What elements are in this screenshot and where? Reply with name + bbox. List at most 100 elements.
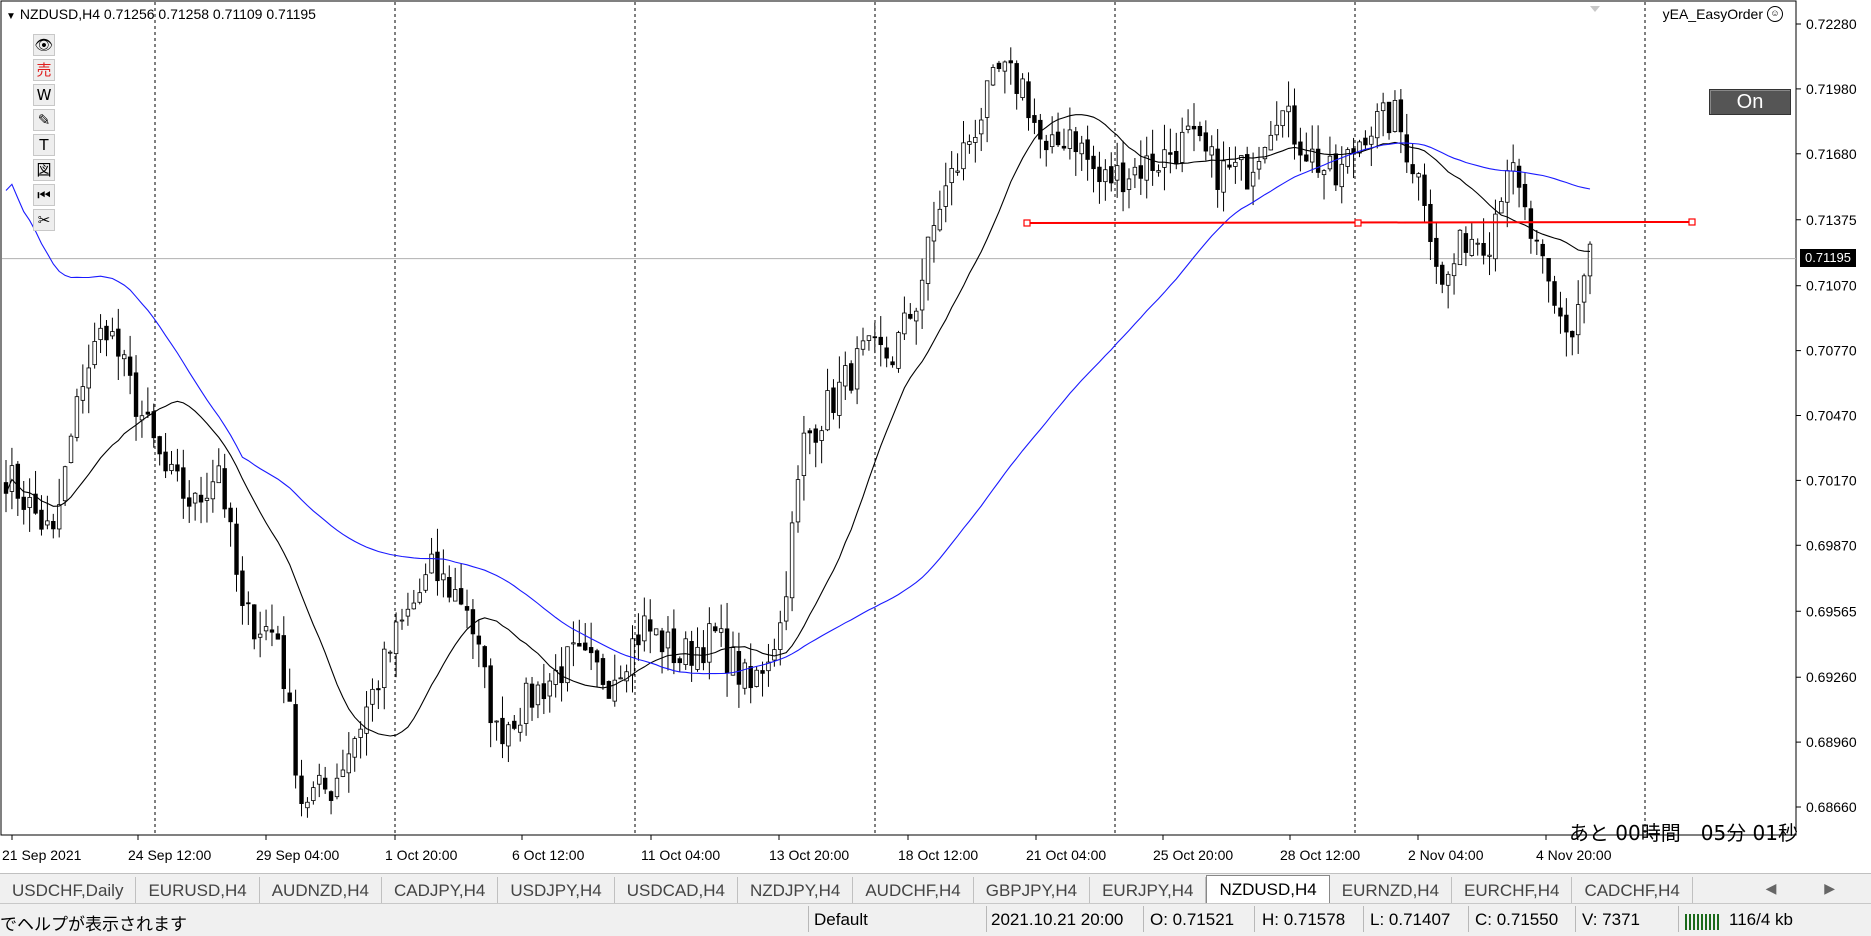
support-line-handle[interactable] [1354, 219, 1362, 227]
candle-body [541, 683, 547, 700]
tab-cadjpy-h4[interactable]: CADJPY,H4 [382, 877, 499, 904]
candle-body [1445, 273, 1451, 286]
tab-eurjpy-h4[interactable]: EURJPY,H4 [1090, 877, 1207, 904]
tab-audnzd-h4[interactable]: AUDNZD,H4 [260, 877, 383, 904]
candle-body [9, 465, 15, 492]
candle-body [766, 661, 771, 672]
candle-body [908, 313, 913, 319]
candle-body [1233, 161, 1238, 167]
status-traffic: 116/4 kb [1729, 910, 1793, 929]
candle-body [914, 310, 919, 322]
candle-body [1132, 166, 1138, 176]
candle-body [1487, 254, 1492, 257]
candle-body [1304, 154, 1309, 162]
tab-eurchf-h4[interactable]: EURCHF,H4 [1452, 877, 1573, 904]
tab-nzdusd-h4[interactable]: NZDUSD,H4 [1206, 875, 1330, 904]
price-chart[interactable]: 0.72280 0.71980 0.71680 0.71375 0.71070 0.707… [0, 0, 1871, 873]
x-tick-label: 1 Oct 20:00 [385, 847, 458, 863]
sell-icon[interactable]: 売 [33, 59, 55, 81]
tab-eurusd-h4[interactable]: EURUSD,H4 [136, 877, 260, 904]
candle-body [1587, 243, 1593, 277]
ea-on-button[interactable]: On [1709, 89, 1791, 115]
collapse-triangle-icon[interactable]: ▼ [6, 11, 16, 22]
candle-body [1575, 304, 1581, 336]
candle-body [866, 335, 872, 341]
chart-tabs: USDCHF,Daily EURUSD,H4 AUDNZD,H4 CADJPY,H4 U… [0, 873, 1871, 904]
y-tick-label: 0.69565 [1806, 603, 1857, 619]
support-line-handle[interactable] [1023, 219, 1031, 227]
tab-usdchf-daily[interactable]: USDCHF,Daily [0, 877, 137, 904]
candle-body [967, 141, 972, 145]
symbol-info: NZDUSD,H4 0.71256 0.71258 0.71109 0.7119… [19, 6, 316, 22]
tab-nzdjpy-h4[interactable]: NZDJPY,H4 [738, 877, 854, 904]
tab-scroll-arrows-icon[interactable]: ◀ ▶ [1765, 880, 1857, 896]
candle-body [819, 430, 824, 441]
candle-body [1315, 148, 1321, 173]
rewind-icon[interactable]: ⏮ [33, 184, 55, 206]
candle-body [246, 602, 251, 605]
candle-body [1120, 162, 1126, 193]
candle-body [795, 479, 801, 523]
candle-body [1162, 149, 1167, 168]
candle-body [843, 365, 848, 387]
candle-body [1044, 140, 1049, 151]
candle-body [458, 588, 464, 605]
tab-usdjpy-h4[interactable]: USDJPY,H4 [498, 877, 615, 904]
candle-body [1540, 243, 1545, 257]
pencil-icon[interactable]: ✎ [33, 109, 55, 131]
candle-body [931, 225, 937, 242]
scissors-icon[interactable]: ✂ [33, 209, 55, 231]
text-icon[interactable]: T [33, 134, 55, 156]
status-help: でヘルプが表示されます [0, 915, 187, 934]
connection-bars-icon[interactable] [1685, 910, 1721, 930]
candle-body [263, 626, 269, 632]
y-tick-label: 0.71070 [1806, 278, 1857, 294]
candle-body [1262, 147, 1268, 160]
candle-body [417, 592, 422, 603]
w-icon[interactable]: W [33, 84, 55, 106]
candle-body [1274, 124, 1279, 136]
candle-body [961, 142, 966, 170]
candle-body [51, 521, 56, 530]
status-separator [1575, 906, 1576, 932]
tab-audchf-h4[interactable]: AUDCHF,H4 [853, 877, 974, 904]
candle-body [902, 312, 907, 335]
candle-body [523, 682, 529, 724]
candle-body [163, 451, 168, 472]
support-line-handle[interactable] [1688, 218, 1696, 226]
candle-body [1014, 63, 1019, 94]
candle-body [1091, 155, 1096, 170]
candle-body [624, 671, 629, 682]
candle-body [671, 628, 677, 664]
candle-body [860, 340, 866, 350]
candle-body [452, 589, 458, 602]
tab-gbpjpy-h4[interactable]: GBPJPY,H4 [974, 877, 1091, 904]
x-tick-label: 21 Oct 04:00 [1026, 847, 1106, 863]
candle-body [151, 411, 156, 439]
tab-cadchf-h4[interactable]: CADCHF,H4 [1572, 877, 1693, 904]
chart-canvas[interactable]: 0.72280 0.71980 0.71680 0.71375 0.71070 0.707… [0, 0, 1871, 873]
candle-body [1250, 171, 1256, 187]
candle-body [518, 724, 523, 733]
candle-body [1055, 131, 1061, 146]
eye-icon[interactable]: 👁 [33, 34, 55, 56]
candle-body [476, 635, 482, 645]
x-tick-label: 29 Sep 04:00 [256, 847, 340, 863]
candle-body [1085, 139, 1090, 160]
candle-body [1280, 110, 1285, 127]
smiley-icon: ☺ [1767, 6, 1783, 22]
candle-body [1440, 264, 1445, 285]
candle-body [973, 136, 978, 143]
shape-icon[interactable]: 図 [33, 159, 55, 181]
status-separator [1468, 906, 1469, 932]
tab-usdcad-h4[interactable]: USDCAD,H4 [615, 877, 738, 904]
tab-eurnzd-h4[interactable]: EURNZD,H4 [1330, 877, 1453, 904]
candle-body [287, 692, 292, 702]
candle-body [1310, 148, 1315, 163]
candle-body [116, 328, 121, 357]
candle-body [1114, 165, 1120, 181]
candle-body [884, 347, 889, 359]
candle-body [204, 497, 210, 501]
candle-body [1570, 330, 1575, 338]
candle-body [393, 621, 399, 655]
